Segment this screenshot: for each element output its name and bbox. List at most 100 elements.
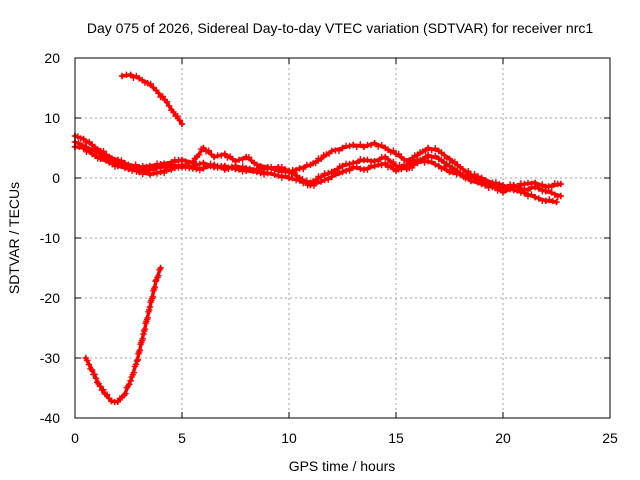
data-point bbox=[390, 147, 397, 154]
data-point bbox=[539, 181, 546, 188]
data-point bbox=[75, 139, 82, 147]
data-point bbox=[524, 193, 532, 200]
data-point bbox=[300, 165, 307, 173]
data-point bbox=[196, 160, 204, 168]
data-point bbox=[218, 152, 225, 159]
data-point bbox=[134, 356, 141, 363]
data-point bbox=[403, 161, 410, 168]
data-point bbox=[282, 166, 289, 173]
data-point bbox=[157, 264, 164, 272]
data-point bbox=[548, 183, 555, 191]
axis-ticks: 0 5 10 15 20 25 -40 -30 -20 -10 0 10 20 bbox=[40, 50, 618, 446]
data-point bbox=[346, 160, 353, 168]
data-point bbox=[153, 170, 161, 177]
x-axis-label: GPS time / hours bbox=[289, 458, 396, 474]
data-point bbox=[139, 170, 146, 178]
data-point bbox=[278, 174, 286, 181]
data-point bbox=[149, 293, 156, 300]
y-tick-label: -20 bbox=[40, 290, 60, 306]
data-point bbox=[159, 93, 166, 100]
data-point bbox=[175, 164, 182, 171]
data-point bbox=[357, 141, 364, 148]
data-point bbox=[100, 386, 107, 393]
data-point bbox=[127, 377, 134, 384]
data-point bbox=[278, 164, 286, 171]
data-point bbox=[193, 165, 200, 173]
data-point bbox=[100, 148, 107, 155]
data-point bbox=[310, 182, 318, 189]
data-point bbox=[155, 272, 162, 279]
data-point bbox=[410, 157, 418, 165]
data-point bbox=[317, 178, 325, 185]
data-point bbox=[521, 186, 528, 194]
data-point bbox=[178, 120, 186, 128]
data-point bbox=[111, 157, 118, 164]
data-point bbox=[557, 180, 564, 188]
data-point bbox=[82, 143, 89, 150]
data-point bbox=[535, 195, 542, 202]
data-point bbox=[524, 187, 532, 194]
data-point bbox=[126, 381, 133, 388]
data-point bbox=[92, 375, 100, 382]
data-point bbox=[101, 152, 108, 159]
data-point bbox=[151, 284, 159, 291]
data-point bbox=[275, 172, 282, 179]
data-point bbox=[235, 165, 243, 172]
data-point bbox=[506, 186, 514, 193]
data-point bbox=[549, 197, 557, 205]
x-tick-label: 20 bbox=[495, 430, 511, 446]
data-point bbox=[378, 161, 385, 169]
data-point bbox=[133, 357, 141, 365]
data-point bbox=[364, 166, 371, 173]
data-point bbox=[143, 168, 150, 175]
data-point bbox=[267, 165, 275, 172]
data-point bbox=[557, 192, 564, 200]
data-point bbox=[346, 142, 353, 150]
data-point bbox=[464, 171, 471, 178]
y-axis-label: SDTVAR / TECUs bbox=[6, 182, 22, 294]
data-point bbox=[364, 156, 371, 163]
data-point bbox=[228, 164, 236, 171]
data-point bbox=[260, 171, 268, 178]
y-tick-label: 20 bbox=[44, 50, 60, 66]
data-point bbox=[317, 155, 325, 162]
y-tick-label: 0 bbox=[52, 170, 60, 186]
data-point bbox=[528, 180, 535, 187]
data-point bbox=[467, 173, 475, 180]
data-point bbox=[271, 166, 278, 173]
data-point bbox=[514, 184, 521, 191]
data-point bbox=[346, 167, 353, 174]
data-point bbox=[107, 155, 114, 162]
data-point bbox=[146, 171, 154, 178]
data-point bbox=[174, 113, 181, 120]
data-point bbox=[282, 172, 289, 179]
data-point bbox=[335, 169, 343, 177]
data-point bbox=[339, 144, 346, 152]
data-point bbox=[374, 143, 382, 150]
data-point bbox=[424, 152, 432, 159]
data-point bbox=[108, 398, 115, 405]
data-point bbox=[531, 194, 539, 201]
data-point bbox=[446, 155, 453, 162]
data-point bbox=[325, 176, 332, 183]
chart-title: Day 075 of 2026, Sidereal Day-to-day VTE… bbox=[87, 20, 593, 36]
data-point bbox=[421, 159, 428, 166]
data-point bbox=[367, 141, 375, 149]
data-point bbox=[485, 179, 492, 187]
series-arc-bottom bbox=[82, 264, 164, 406]
data-point bbox=[339, 162, 346, 170]
data-point bbox=[432, 152, 439, 159]
data-point bbox=[176, 117, 184, 124]
data-point bbox=[257, 164, 264, 171]
data-point bbox=[465, 168, 472, 175]
data-point bbox=[408, 164, 416, 171]
data-point bbox=[170, 108, 177, 116]
data-point bbox=[214, 164, 221, 171]
data-point bbox=[114, 398, 121, 405]
data-point bbox=[499, 189, 507, 196]
data-point bbox=[390, 158, 397, 166]
data-point bbox=[524, 179, 532, 187]
data-point bbox=[118, 161, 125, 168]
data-point bbox=[89, 145, 97, 152]
x-tick-label: 5 bbox=[178, 430, 186, 446]
